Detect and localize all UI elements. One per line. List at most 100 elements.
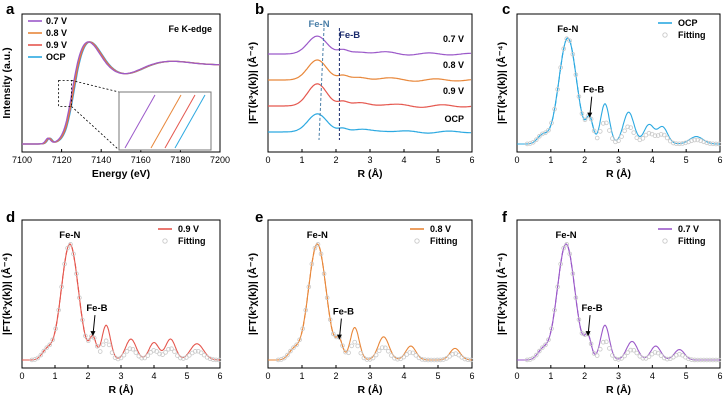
fitting-point	[68, 242, 73, 247]
fitting-point	[689, 138, 694, 144]
series-line-0.8V	[268, 59, 472, 82]
legend-label: 0.8 V	[430, 224, 451, 234]
x-tick-label: 4	[401, 155, 406, 165]
fitting-point	[198, 350, 204, 356]
fitting-point	[285, 352, 290, 358]
annotation-fe-b: Fe-B	[339, 30, 360, 41]
x-tick-label: 3	[367, 371, 372, 381]
fitting-point	[450, 351, 455, 357]
fitting-point	[330, 331, 336, 337]
fitting-point	[576, 94, 582, 99]
panel-b: b 0 1 2 3 4 5 6 R (Å) |FT(k³χ(k))| (Å⁻⁴) 0.7 V 0.8 …	[246, 1, 475, 180]
fitting-point	[386, 348, 391, 354]
y-axis-title: |FT(k³χ(k))| (Å⁻⁴)	[0, 253, 13, 335]
fitting-point	[355, 343, 361, 349]
fitting-point	[294, 342, 299, 348]
x-tick-label: 6	[717, 371, 722, 381]
x-tick-label: 1	[299, 371, 304, 381]
fitting-point	[537, 134, 542, 139]
fitting-point	[145, 353, 151, 358]
arrowhead	[90, 331, 96, 337]
fitting-point	[677, 141, 682, 147]
fitting-point	[558, 261, 563, 267]
fitting-point	[701, 139, 707, 145]
fitting-point	[573, 295, 579, 300]
fitting-point	[661, 132, 667, 138]
legend-label: 0.7 V	[46, 16, 67, 26]
fitting-point	[324, 295, 330, 300]
fitting-point	[686, 139, 691, 145]
fitting-point	[71, 251, 76, 257]
fitting-point	[597, 129, 603, 134]
fitting-point	[674, 141, 679, 147]
annotation-fe-n: Fe-N	[308, 19, 329, 30]
data-line	[517, 37, 720, 145]
fitting-point	[610, 353, 615, 358]
fitting-point	[631, 130, 637, 135]
fitting-point	[201, 352, 207, 358]
fitting-point	[597, 346, 603, 352]
x-tick-label: 2	[333, 371, 338, 381]
legend-label: Fitting	[178, 236, 206, 246]
fitting-point	[187, 353, 192, 358]
fitting-point	[570, 51, 576, 57]
fitting-point	[468, 357, 474, 363]
fitting-point	[435, 357, 440, 363]
fitting-point	[419, 357, 425, 362]
fitting-point	[658, 353, 664, 358]
fitting-point	[181, 356, 186, 361]
fitting-point	[163, 350, 168, 355]
legend-marker	[662, 32, 668, 38]
fitting-point	[658, 132, 664, 137]
fitting-point	[100, 342, 106, 348]
fitting-point	[561, 245, 566, 251]
fitting-point	[44, 345, 50, 350]
fitting-line	[536, 37, 595, 139]
fitting-point	[610, 136, 615, 141]
fitting-point	[591, 351, 597, 356]
fitting-point	[151, 348, 156, 353]
x-tick-label: 7120	[52, 155, 72, 165]
fitting-point	[62, 261, 67, 267]
x-axis-title: R (Å)	[108, 383, 133, 396]
panel-f: f 0 1 2 3 4 5 6 R (Å) |FT(k³χ(k))| (Å⁻⁴) 0.7 V Fitt…	[495, 209, 723, 396]
data-line	[22, 243, 221, 361]
fitting-point	[389, 353, 394, 358]
y-axis-title: |FT(k³χ(k))| (Å⁻⁴)	[495, 42, 508, 124]
panel-letter-e: e	[255, 209, 263, 226]
fitting-point	[701, 357, 707, 363]
inset-line	[164, 94, 196, 149]
fitting-point	[121, 352, 127, 358]
panel-c: c 0 1 2 3 4 5 6 R (Å) |FT(k³χ(k))| (Å⁻⁴) OCP Fittin…	[495, 1, 723, 180]
fitting-point	[533, 352, 539, 358]
fitting-point	[282, 355, 287, 361]
fitting-point	[680, 141, 685, 146]
fitting-point	[447, 354, 452, 359]
x-axis-title: R (Å)	[606, 167, 631, 180]
fitting-point	[210, 357, 216, 362]
fitting-point	[59, 284, 64, 290]
fitting-point	[600, 121, 606, 126]
fitting-point	[312, 245, 318, 251]
fitting-point	[422, 357, 428, 363]
fitting-point	[288, 348, 293, 354]
fitting-line	[536, 243, 595, 355]
fitting-point	[364, 357, 370, 362]
fitting-point	[65, 245, 70, 251]
x-tick-label: 0	[514, 155, 519, 165]
panel-title: Fe K-edge	[168, 24, 212, 34]
legend-label: 0.9 V	[178, 224, 199, 234]
fitting-point	[707, 357, 713, 363]
inset-frame	[118, 91, 212, 151]
fitting-point	[133, 350, 139, 355]
fitting-point	[591, 128, 597, 134]
fitting-point	[192, 349, 198, 354]
legend-label: OCP	[46, 52, 66, 62]
fitting-point	[343, 349, 348, 355]
fitting-point	[216, 357, 222, 363]
inset-line	[174, 94, 206, 149]
series-line-OCP	[268, 113, 471, 134]
fitting-point	[619, 356, 624, 361]
fitting-point	[652, 350, 658, 355]
